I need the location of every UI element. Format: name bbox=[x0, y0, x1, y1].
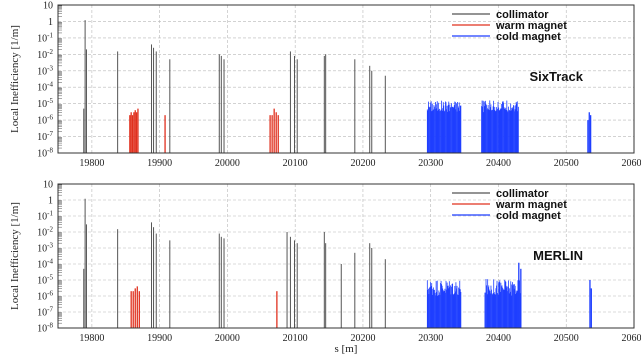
x-tick-label: 20400 bbox=[486, 333, 511, 344]
y-tick-label: 10-8 bbox=[37, 147, 53, 160]
y-axis-title: Local Inefficiency [1/m] bbox=[9, 25, 21, 133]
x-tick-label: 19800 bbox=[79, 333, 104, 344]
series-cold-magnet bbox=[426, 100, 592, 153]
series-warm-magnet bbox=[129, 108, 279, 153]
x-tick-label: 20000 bbox=[215, 333, 240, 344]
y-tick-label: 10-5 bbox=[37, 274, 53, 287]
legend-entry: cold magnet bbox=[496, 210, 561, 222]
x-tick-label: 20600 bbox=[622, 158, 641, 169]
series-warm-magnet bbox=[130, 286, 278, 328]
y-tick-label: 10-4 bbox=[37, 258, 53, 271]
legend-entry: collimator bbox=[496, 188, 549, 200]
y-axis-title: Local Inefficiency [1/m] bbox=[9, 202, 21, 310]
x-tick-label: 20300 bbox=[418, 333, 443, 344]
y-tick-label: 10-6 bbox=[37, 114, 53, 127]
series-cold-magnet bbox=[426, 262, 592, 328]
x-tick-label: 19900 bbox=[147, 333, 172, 344]
chart-panel-2: 10 1 10-1 10-2 10-3 10-4 10-5 10-6 10-7 10-8 19800… bbox=[9, 180, 641, 356]
y-tick-label: 10 bbox=[43, 1, 53, 12]
x-tick-label: 20100 bbox=[283, 158, 308, 169]
x-tick-label: 20000 bbox=[215, 158, 240, 169]
y-tick-label: 10-7 bbox=[37, 130, 53, 143]
x-tick-label: 20100 bbox=[283, 333, 308, 344]
y-tick-label: 10-4 bbox=[37, 81, 53, 94]
code-label: MERLIN bbox=[533, 248, 583, 263]
x-tick-label: 20300 bbox=[418, 158, 443, 169]
x-tick-label: 20500 bbox=[554, 333, 579, 344]
y-tick-label: 10-1 bbox=[37, 31, 53, 44]
x-tick-label: 20200 bbox=[350, 333, 375, 344]
legend-entry: warm magnet bbox=[495, 199, 567, 211]
plot-frame bbox=[57, 4, 635, 154]
plot-frame bbox=[57, 183, 635, 329]
y-tick-label: 1 bbox=[48, 17, 53, 28]
x-tick-label: 19800 bbox=[79, 158, 104, 169]
legend-entry: collimator bbox=[496, 9, 549, 21]
y-tick-label: 10-1 bbox=[37, 210, 53, 223]
y-tick-label: 10-7 bbox=[37, 306, 53, 319]
y-tick-label: 10-5 bbox=[37, 97, 53, 110]
y-tick-label: 10-3 bbox=[37, 242, 53, 255]
x-tick-label: 20400 bbox=[486, 158, 511, 169]
series-collimator bbox=[83, 198, 386, 328]
x-tick-label: 20200 bbox=[350, 158, 375, 169]
legend-entry: warm magnet bbox=[495, 20, 567, 32]
x-tick-label: 19900 bbox=[147, 158, 172, 169]
y-tick-label: 10 bbox=[43, 180, 53, 191]
chart-panel-1: 10 1 10-1 10-2 10-3 10-4 10-5 10-6 10-7 10-8 19800… bbox=[9, 1, 641, 170]
legend-entry: cold magnet bbox=[496, 31, 561, 43]
x-tick-label: 20600 bbox=[622, 333, 641, 344]
x-axis-title: s [m] bbox=[335, 343, 358, 355]
y-tick-label: 10-8 bbox=[37, 322, 53, 335]
y-tick-label: 10-2 bbox=[37, 226, 53, 239]
y-tick-label: 10-6 bbox=[37, 290, 53, 303]
y-tick-label: 10-3 bbox=[37, 64, 53, 77]
y-tick-label: 10-2 bbox=[37, 48, 53, 61]
x-tick-label: 20500 bbox=[554, 158, 579, 169]
series-collimator bbox=[83, 20, 386, 153]
y-tick-label: 1 bbox=[48, 196, 53, 207]
code-label: SixTrack bbox=[530, 69, 584, 84]
